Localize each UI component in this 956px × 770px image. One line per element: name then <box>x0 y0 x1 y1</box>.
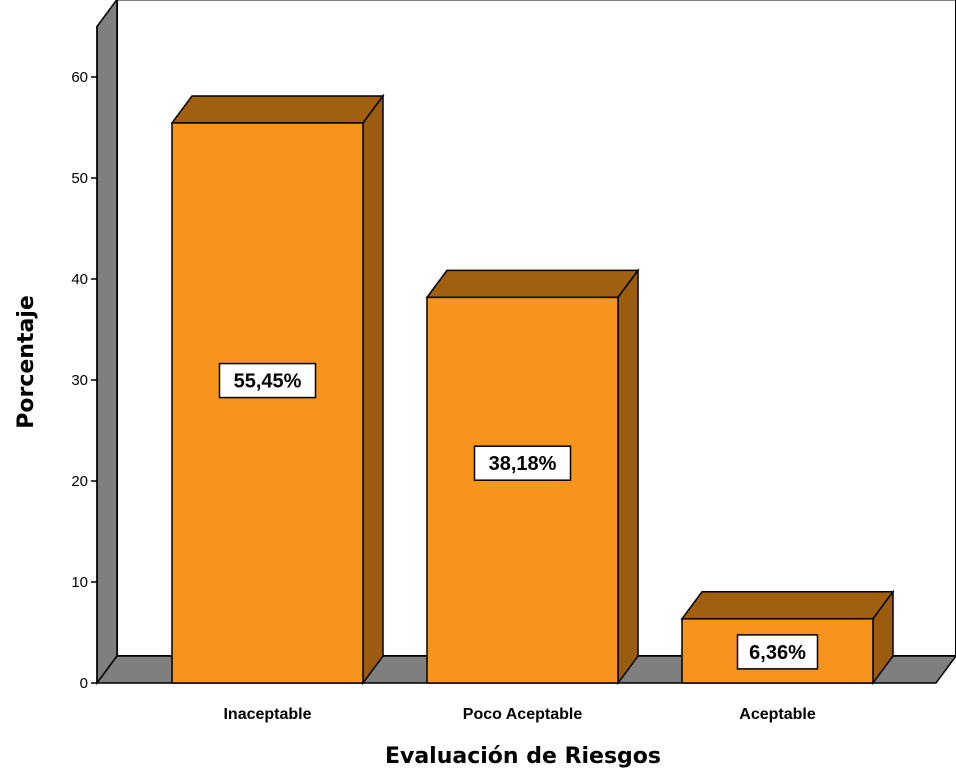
y-tick-label: 10 <box>71 574 88 591</box>
data-label: 38,18% <box>489 453 557 475</box>
y-tick-label: 50 <box>71 170 88 187</box>
x-tick-label: Poco Aceptable <box>463 706 583 723</box>
data-label-box <box>473 445 572 481</box>
data-label: 6,36% <box>749 642 806 664</box>
left-wall <box>96 0 118 686</box>
x-tick-label: Aceptable <box>739 706 816 723</box>
y-tick-label: 20 <box>71 473 88 490</box>
bar-side-face <box>617 268 639 686</box>
data-label-box <box>218 362 317 399</box>
y-tick-label: 40 <box>71 271 88 288</box>
bar: 55,45% <box>170 93 385 686</box>
bar-front-face <box>426 296 619 684</box>
bar-side-face <box>362 93 384 686</box>
bars: 55,45% 38,18% 6,36% <box>170 93 895 686</box>
bar-top-face <box>680 591 895 620</box>
y-axis-title: Porcentaje <box>14 295 39 429</box>
y-axis: 0 10 20 30 40 50 60 <box>71 26 98 692</box>
bar: 38,18% <box>425 268 640 686</box>
data-label-box <box>736 634 819 670</box>
x-tick-label: Inaceptable <box>223 706 311 723</box>
bar: 6,36% <box>680 589 895 686</box>
y-tick-label: 30 <box>71 372 88 389</box>
bar-front-face <box>171 122 364 684</box>
x-axis-title: Evaluación de Riesgos <box>385 744 661 769</box>
bar-top-face <box>425 269 640 299</box>
x-axis: Inaceptable Poco Aceptable Aceptable <box>223 706 815 723</box>
y-tick-label: 60 <box>71 69 88 86</box>
y-tick-label: 0 <box>80 675 88 692</box>
data-label: 55,45% <box>234 371 302 393</box>
bar-top-face <box>170 95 385 124</box>
